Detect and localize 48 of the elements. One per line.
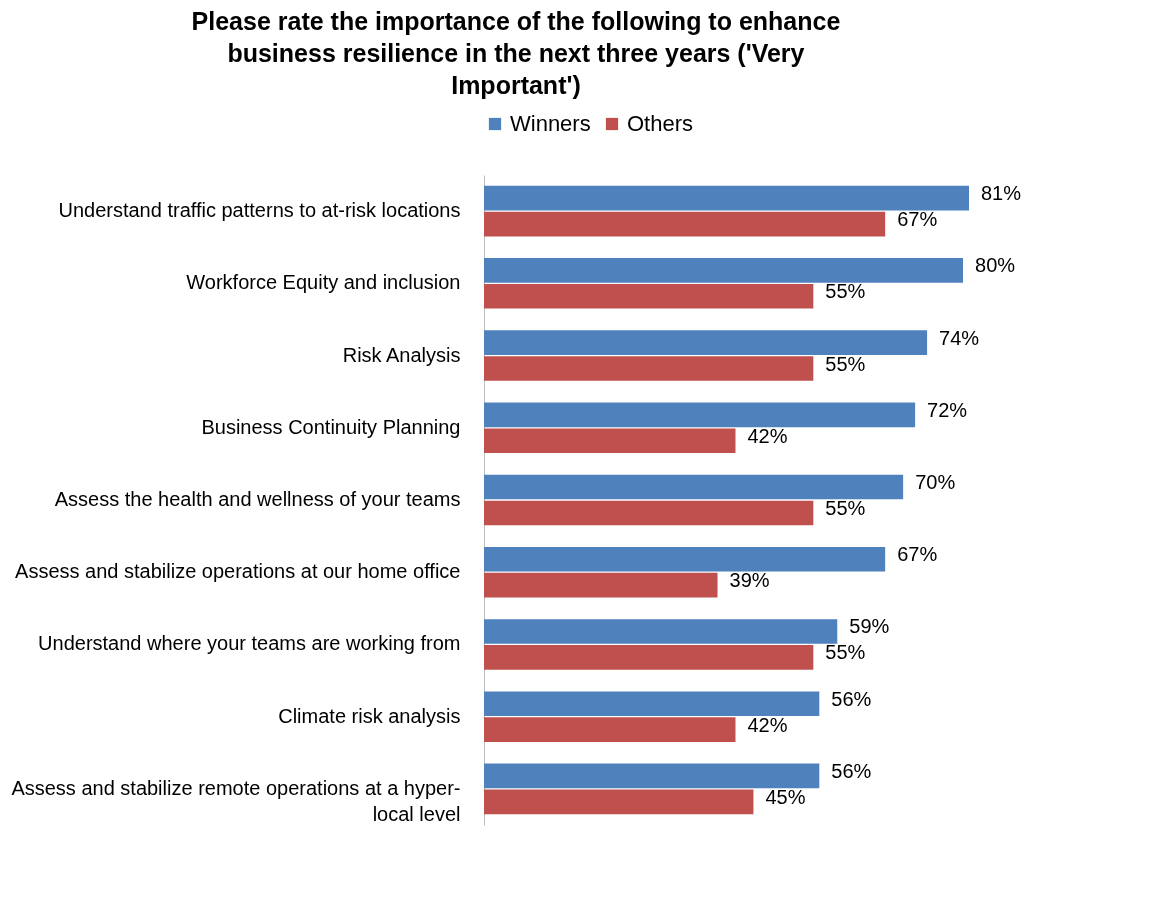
bar: [484, 763, 820, 789]
y-tick-label: Workforce Equity and inclusion: [186, 271, 461, 294]
data-label: 39%: [729, 569, 770, 592]
bar: [484, 330, 928, 355]
data-label: 42%: [747, 713, 788, 736]
bar: [484, 185, 969, 211]
legend-label: Others: [627, 111, 694, 136]
y-tick-label: Climate risk analysis: [278, 704, 461, 727]
y-tick-label: Understand where your teams are working from: [38, 632, 461, 655]
data-label: 56%: [831, 759, 872, 782]
bar: [484, 691, 820, 717]
data-label: 67%: [897, 208, 938, 231]
data-label: 81%: [981, 182, 1022, 205]
bar: [484, 572, 718, 598]
bar: [484, 474, 904, 500]
data-label: 70%: [915, 471, 956, 494]
bar: [484, 619, 838, 644]
bar: [484, 645, 814, 670]
y-tick-label: Assess and stabilize remote operations at a hyper-local level: [11, 776, 461, 825]
y-tick-label: Risk Analysis: [342, 343, 461, 366]
legend-label: Winners: [510, 111, 591, 136]
data-label: 45%: [765, 785, 806, 808]
bar: [484, 356, 814, 381]
data-label: 56%: [831, 687, 872, 710]
data-label: 55%: [825, 280, 866, 303]
data-label: 55%: [825, 641, 866, 664]
chart-title: Please rate the importance of the following to enhance business resilience in the next three years ('Very Important'): [191, 7, 841, 99]
data-label: 59%: [849, 615, 890, 638]
bar: [484, 211, 886, 237]
y-tick-label: Understand traffic patterns to at-risk locations: [58, 199, 461, 222]
y-tick-label: Assess the health and wellness of your teams: [54, 488, 461, 510]
bar: [484, 546, 886, 572]
data-label: 72%: [927, 398, 968, 421]
bar: [484, 500, 814, 526]
bar: [484, 258, 964, 283]
bar: [484, 789, 754, 815]
data-label: 42%: [747, 424, 788, 447]
bar: [484, 283, 814, 309]
data-label: 55%: [825, 496, 866, 519]
bar: [484, 402, 916, 428]
data-label: 74%: [939, 326, 980, 349]
y-tick-label: Business Continuity Planning: [201, 415, 461, 438]
data-label: 55%: [825, 352, 866, 375]
data-label: 67%: [897, 543, 938, 566]
data-label: 80%: [975, 254, 1016, 277]
y-tick-label: Assess and stabilize operations at our home office: [15, 560, 461, 583]
bar: [484, 717, 736, 742]
bar: [484, 428, 736, 454]
